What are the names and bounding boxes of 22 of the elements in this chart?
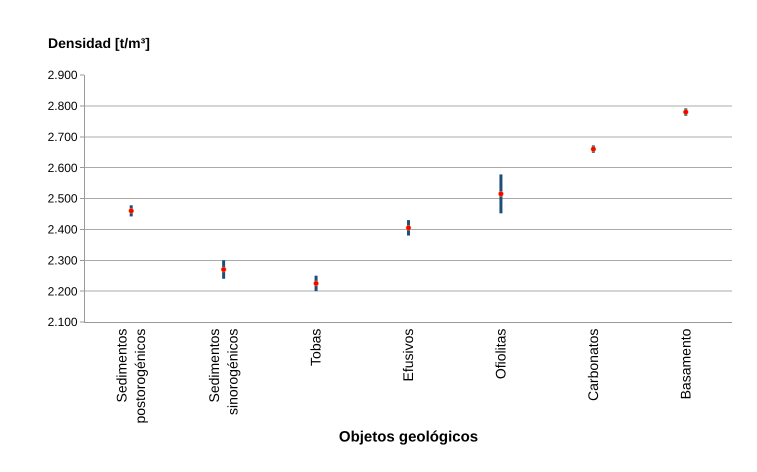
y-tick-label: 2.900 [48, 68, 78, 82]
point [313, 280, 319, 286]
point [220, 266, 226, 272]
y-tick-label: 2.200 [48, 284, 78, 298]
y-tick-label: 2.500 [48, 192, 78, 206]
x-tick-label: Carbonatos [584, 328, 601, 401]
x-tick-label: Tobas [308, 328, 324, 366]
x-tick-label: Basamento [677, 328, 694, 400]
y-tick-label: 2.100 [48, 315, 78, 330]
x-tick-label: Sedimentos postorogénicos [114, 328, 148, 424]
y-tick-label: 2.400 [48, 222, 78, 237]
point [406, 225, 412, 231]
x-tick-label: Ofiolitas [492, 328, 508, 380]
point [498, 191, 504, 197]
point [128, 208, 134, 214]
y-tick-label: 2.700 [48, 130, 78, 144]
y-axis-title: Densidad [t/m³] [48, 35, 150, 51]
y-tick-label: 2.300 [48, 253, 78, 268]
y-tick-label: 2.600 [48, 160, 78, 175]
x-axis-title: Objetos geológicos [338, 428, 478, 446]
y-tick-label: 2.800 [48, 99, 78, 114]
x-tick-label: Efusivos [400, 328, 416, 382]
